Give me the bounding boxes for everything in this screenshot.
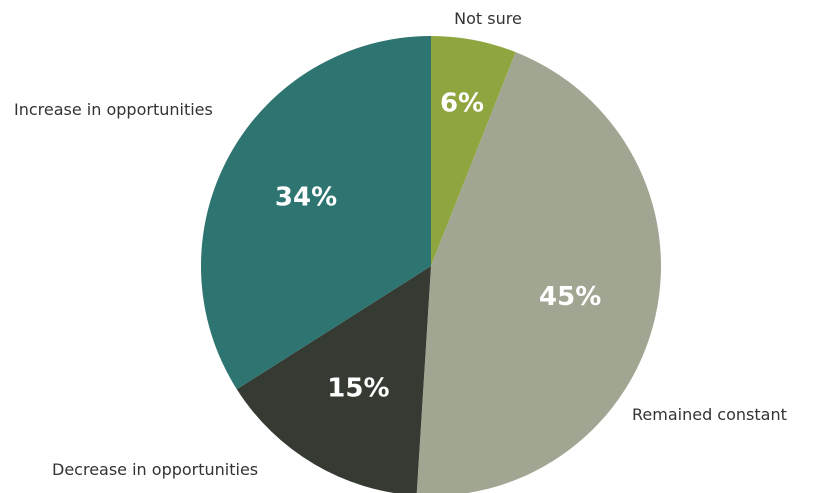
category-label-remained-constant: Remained constant bbox=[632, 405, 787, 424]
category-labels: Not sure Remained constant Decrease in opp… bbox=[14, 9, 787, 479]
pie-slice-increase-in-opportunities bbox=[201, 36, 431, 390]
category-label-not-sure: Not sure bbox=[454, 9, 522, 28]
category-label-decrease-in-opportunities: Decrease in opportunities bbox=[52, 460, 258, 479]
value-label-increase-in-opportunities: 34% bbox=[275, 182, 337, 212]
pie-slices bbox=[201, 36, 661, 493]
value-label-not-sure: 6% bbox=[440, 88, 484, 118]
percentage-labels: 6% 45% 15% 34% bbox=[275, 88, 601, 403]
pie-slice-decrease-in-opportunities bbox=[236, 266, 431, 493]
category-label-increase-in-opportunities: Increase in opportunities bbox=[14, 100, 213, 119]
pie-slice-remained-constant bbox=[416, 52, 661, 493]
value-label-remained-constant: 45% bbox=[539, 282, 601, 312]
pie-slice-not-sure bbox=[431, 36, 516, 266]
value-label-decrease-in-opportunities: 15% bbox=[327, 374, 389, 404]
